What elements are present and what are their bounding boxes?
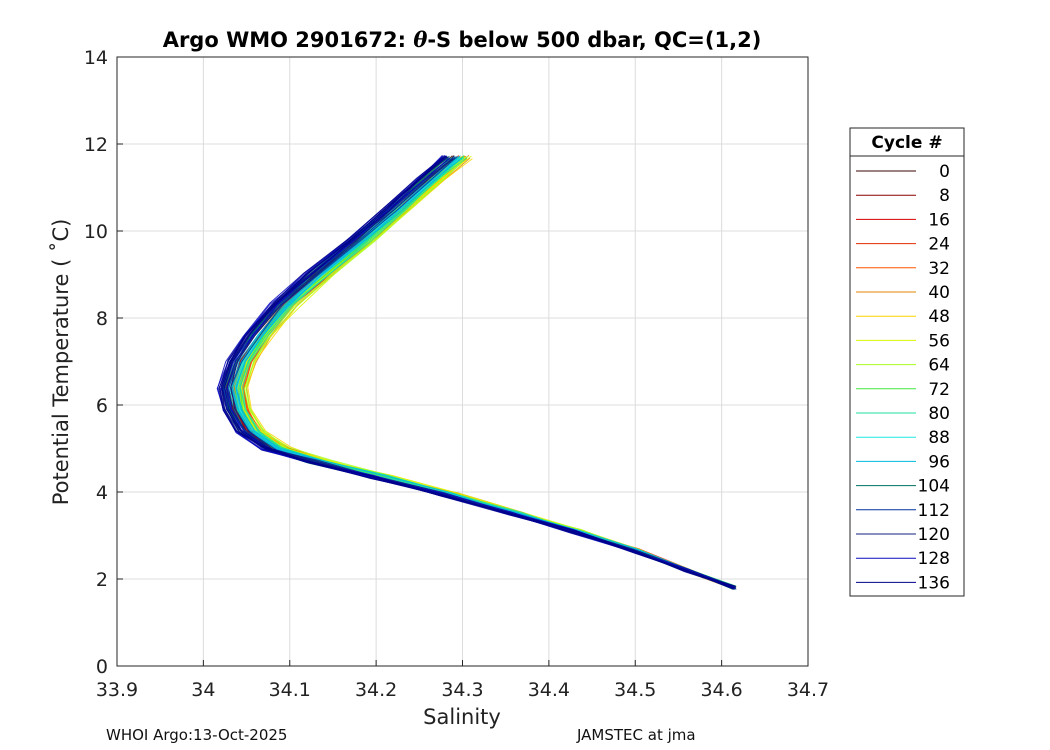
x-tick-label: 34.3 — [441, 679, 483, 701]
x-tick-label: 34.4 — [528, 679, 570, 701]
legend-label: 112 — [918, 501, 950, 521]
legend-label: 88 — [928, 428, 950, 448]
legend-label: 48 — [928, 307, 950, 327]
series-line — [220, 155, 736, 587]
y-tick-label: 12 — [84, 134, 108, 156]
y-tick-label: 4 — [96, 482, 108, 504]
legend-label: 128 — [918, 549, 950, 569]
legend-label: 32 — [928, 259, 950, 279]
legend: Cycle # 0 8 16 24 32 40 48 56 64 72 80 88 96 104 112 12… — [849, 127, 965, 597]
x-tick-label: 34.5 — [614, 679, 656, 701]
legend-label: 64 — [928, 356, 950, 376]
chart-title-main: Argo WMO 2901672: — [163, 28, 414, 52]
legend-box — [849, 127, 965, 597]
y-tick-label: 10 — [84, 221, 108, 243]
legend-label: 40 — [928, 283, 950, 303]
legend-label: 56 — [928, 331, 950, 351]
legend-label: 96 — [928, 452, 950, 472]
y-ticks: 0 2 4 6 8 10 12 14 — [84, 47, 123, 678]
y-tick-label: 14 — [84, 47, 108, 69]
legend-label: 104 — [918, 477, 950, 497]
x-axis-label: Salinity — [423, 705, 501, 729]
x-tick-label: 34 — [191, 679, 215, 701]
y-tick-label: 2 — [96, 569, 108, 591]
x-tick-label: 34.1 — [269, 679, 311, 701]
series-line — [243, 155, 735, 590]
x-tick-label: 34.7 — [787, 679, 829, 701]
series-line — [226, 157, 734, 588]
legend-label: 8 — [939, 186, 950, 206]
footer-left: WHOI Argo:13-Oct-2025 — [106, 726, 288, 744]
footer-right: JAMSTEC at jma — [577, 726, 696, 744]
x-ticks: 33.9 34 34.1 34.2 34.3 34.4 34.5 34.6 34.7 — [96, 660, 829, 701]
y-tick-label: 0 — [96, 656, 108, 678]
y-tick-label: 6 — [96, 395, 108, 417]
chart-title-rest: -S below 500 dbar, QC=(1,2) — [427, 28, 761, 52]
legend-items: 0 8 16 24 32 40 48 56 64 72 80 88 96 104 112 120 128 136 — [856, 162, 950, 593]
series-line — [223, 156, 735, 590]
chart-title: Argo WMO 2901672: θ-S below 500 dbar, QC… — [163, 27, 762, 52]
series-layer — [216, 154, 737, 590]
legend-label: 136 — [918, 573, 950, 593]
chart-title-theta: θ — [413, 27, 427, 52]
legend-label: 24 — [928, 235, 950, 255]
legend-label: 120 — [918, 525, 950, 545]
legend-label: 16 — [928, 210, 950, 230]
legend-label: 80 — [928, 404, 950, 424]
y-tick-label: 8 — [96, 308, 108, 330]
x-tick-label: 34.2 — [355, 679, 397, 701]
legend-title: Cycle # — [871, 133, 942, 153]
legend-label: 0 — [939, 162, 950, 182]
y-axis-label: Potential Temperature ( ˚C) — [49, 219, 73, 506]
series-line — [222, 155, 735, 590]
x-tick-label: 34.6 — [700, 679, 742, 701]
legend-label: 72 — [928, 380, 950, 400]
x-tick-label: 33.9 — [96, 679, 138, 701]
grid — [117, 57, 808, 666]
